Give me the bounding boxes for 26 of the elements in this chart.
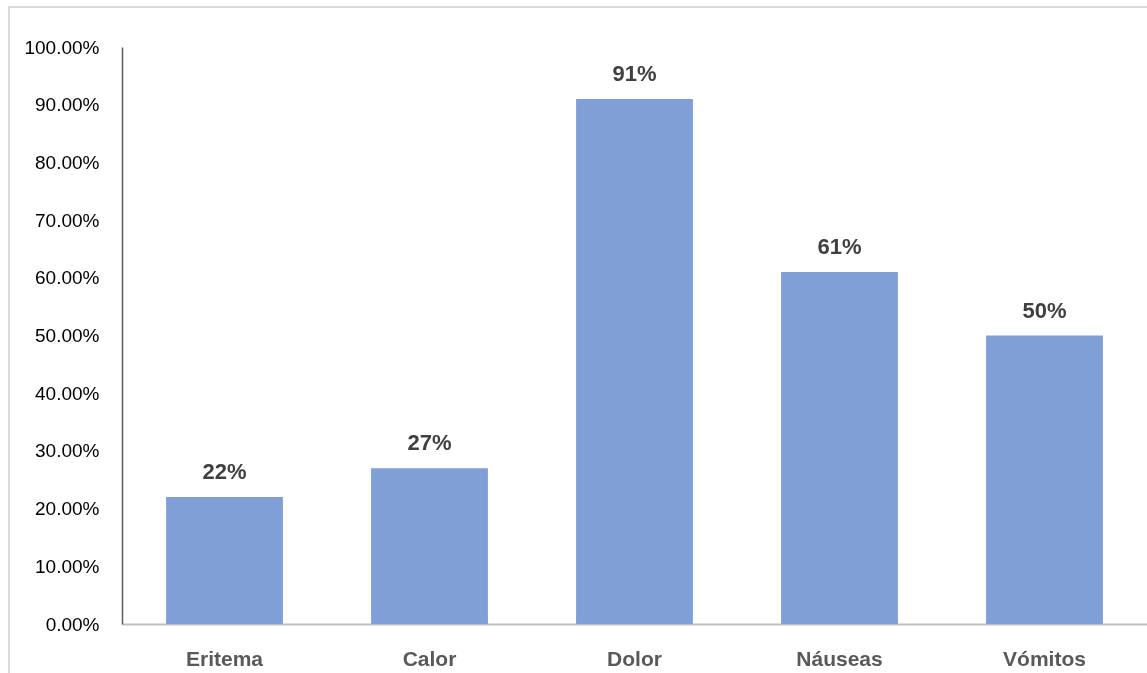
y-tick-label: 60.00% [35, 267, 100, 289]
x-tick-label: Vómitos [1003, 646, 1086, 670]
y-tick-label: 0.00% [45, 613, 100, 635]
y-tick-label: 70.00% [35, 209, 100, 231]
y-tick-label: 90.00% [35, 94, 100, 116]
y-tick-label: 30.00% [35, 440, 100, 462]
y-tick-label: 40.00% [35, 382, 100, 404]
bar [781, 272, 898, 624]
y-tick-label: 10.00% [35, 555, 100, 577]
y-tick-label: 20.00% [35, 498, 100, 520]
x-tick-label: Calor [402, 646, 457, 670]
y-tick-label: 50.00% [35, 325, 100, 346]
bar [166, 497, 283, 624]
x-tick-label: Dolor [607, 646, 662, 670]
y-tick-label: 80.00% [35, 151, 100, 173]
data-label: 27% [407, 430, 452, 456]
data-label: 50% [1022, 297, 1067, 323]
bar [371, 468, 488, 624]
data-label: 91% [612, 60, 657, 86]
x-tick-label: Náuseas [796, 646, 883, 670]
data-label: 61% [817, 234, 862, 260]
data-label: 22% [202, 459, 247, 485]
x-tick-label: Eritema [185, 646, 264, 670]
y-tick-label: 100.00% [24, 36, 100, 58]
bar [576, 98, 693, 624]
bar [986, 335, 1103, 624]
